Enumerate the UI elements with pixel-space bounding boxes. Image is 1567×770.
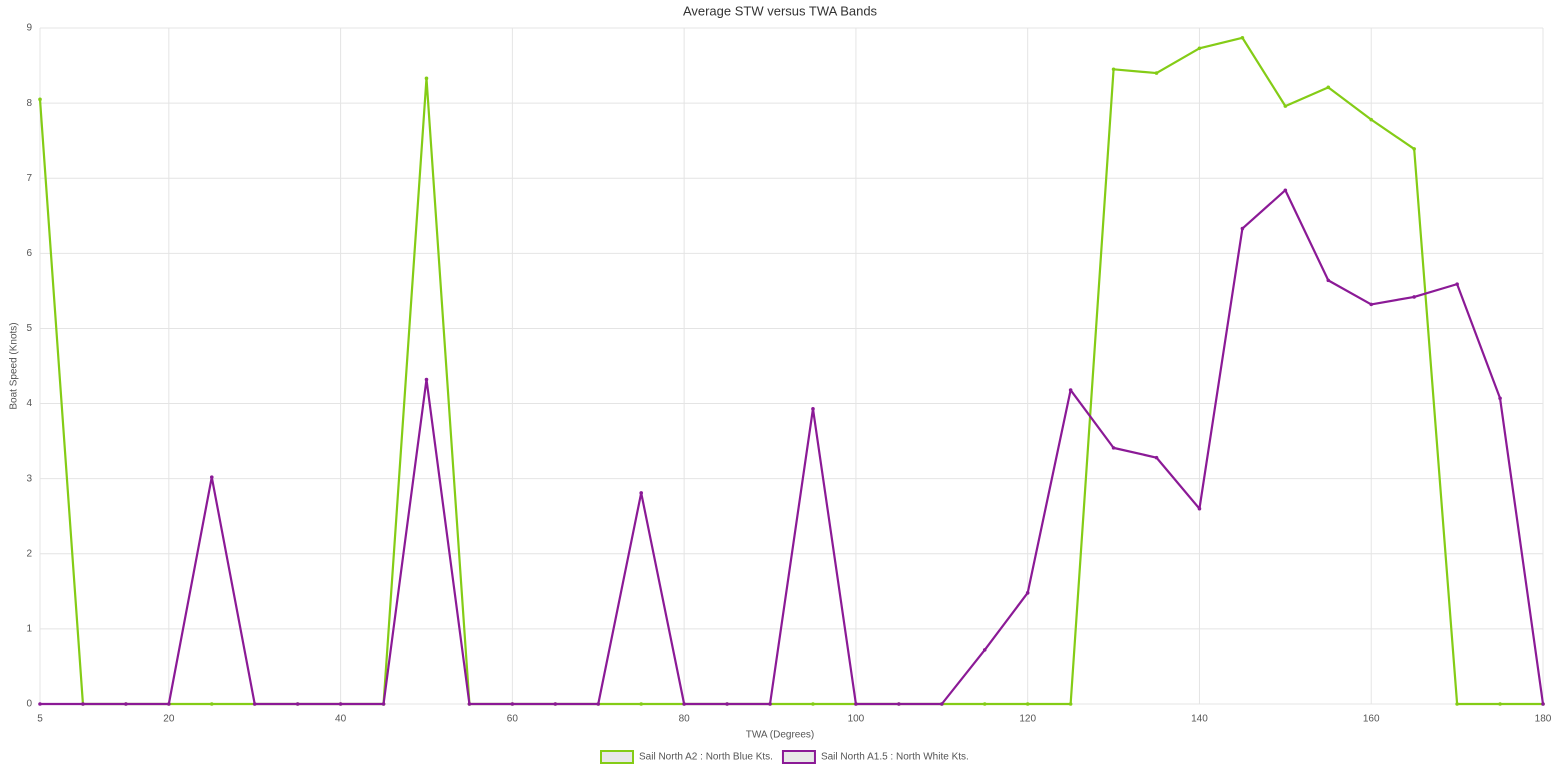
x-tick-label: 60 xyxy=(507,714,519,725)
point xyxy=(1025,702,1030,706)
point xyxy=(1068,388,1073,392)
point xyxy=(1541,702,1545,706)
point xyxy=(639,491,643,495)
x-axis-label: TWA (Degrees) xyxy=(746,730,815,741)
point xyxy=(811,407,815,411)
point xyxy=(424,377,429,382)
point xyxy=(982,648,987,652)
point xyxy=(1283,104,1288,108)
point xyxy=(1197,506,1202,511)
point xyxy=(1369,117,1374,122)
chart-title: Average STW versus TWA Bands xyxy=(683,3,878,18)
point xyxy=(1154,71,1159,75)
y-tick-label: 5 xyxy=(26,323,32,334)
point xyxy=(209,475,214,479)
point xyxy=(1025,591,1030,595)
point xyxy=(940,702,944,706)
point xyxy=(1240,35,1245,40)
point xyxy=(1326,85,1331,90)
point xyxy=(596,702,601,706)
point xyxy=(1455,702,1459,706)
point xyxy=(1498,702,1502,706)
point xyxy=(1326,278,1331,283)
point xyxy=(424,76,429,81)
point xyxy=(639,702,643,706)
series-line xyxy=(40,189,1545,706)
point xyxy=(295,702,300,706)
point xyxy=(338,702,343,706)
legend-swatch xyxy=(781,750,816,764)
point xyxy=(553,702,558,706)
point xyxy=(682,702,686,706)
point xyxy=(982,702,987,706)
x-tick-label: 100 xyxy=(848,714,865,725)
x-tick-label: 120 xyxy=(1019,714,1036,725)
point xyxy=(1154,455,1159,460)
x-tick-label: 20 xyxy=(163,714,175,725)
y-tick-label: 1 xyxy=(26,624,32,635)
point xyxy=(1068,702,1073,706)
point xyxy=(1197,46,1202,51)
x-tick-label: 40 xyxy=(335,714,347,725)
point xyxy=(1111,67,1116,72)
point xyxy=(1412,147,1416,151)
legend-label: Sail North A1.5 : North White Kts. xyxy=(821,752,969,763)
point xyxy=(811,702,815,706)
x-tick-label: 80 xyxy=(679,714,691,725)
point xyxy=(124,702,128,706)
series-line xyxy=(38,36,1543,706)
y-tick-label: 8 xyxy=(26,98,32,109)
point xyxy=(897,702,901,706)
point xyxy=(381,702,386,706)
point xyxy=(38,702,42,706)
point xyxy=(167,702,171,706)
y-axis-label: Boat Speed (Knots) xyxy=(9,322,20,409)
y-tick-label: 9 xyxy=(26,23,32,34)
y-tick-label: 0 xyxy=(26,699,32,710)
point xyxy=(209,702,214,706)
point xyxy=(1498,396,1502,401)
point xyxy=(1283,188,1288,193)
x-tick-label: 180 xyxy=(1535,714,1552,725)
point xyxy=(38,97,42,102)
point xyxy=(1111,446,1116,450)
y-tick-label: 2 xyxy=(26,548,32,559)
point xyxy=(81,702,85,706)
point xyxy=(1412,295,1416,299)
point xyxy=(1369,302,1374,307)
point xyxy=(768,702,772,706)
point xyxy=(467,702,472,706)
x-tick-label: 140 xyxy=(1191,714,1208,725)
point xyxy=(725,702,729,706)
y-tick-label: 7 xyxy=(26,173,32,184)
x-tick-label: 5 xyxy=(37,714,43,725)
point xyxy=(1240,226,1245,231)
point xyxy=(510,702,515,706)
y-tick-label: 3 xyxy=(26,473,32,484)
x-tick-label: 160 xyxy=(1363,714,1380,725)
y-tick-label: 4 xyxy=(26,398,32,409)
y-tick-label: 6 xyxy=(26,248,32,259)
legend-swatch xyxy=(600,750,634,764)
point xyxy=(252,702,257,706)
point xyxy=(854,702,858,706)
legend-label: Sail North A2 : North Blue Kts. xyxy=(639,752,773,763)
point xyxy=(1455,282,1459,286)
